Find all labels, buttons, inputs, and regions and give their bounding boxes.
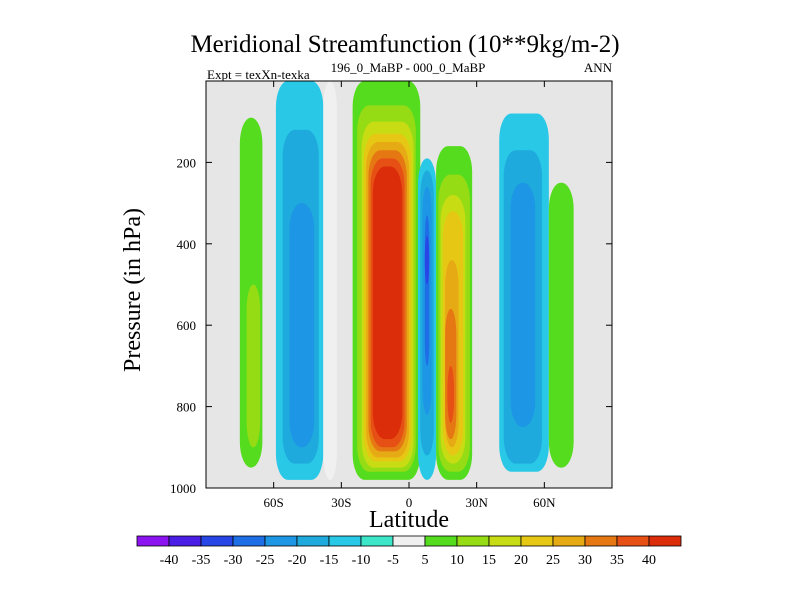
x-tick-label: 30S [331, 495, 351, 510]
y-axis-label: Pressure (in hPa) [120, 208, 146, 372]
y-tick-label: 800 [177, 400, 197, 415]
colorbar-swatch [616, 535, 650, 547]
y-tick-label: 400 [177, 237, 197, 252]
colorbar-swatch [200, 535, 234, 547]
contour-region [424, 235, 430, 285]
contour-region [246, 284, 261, 448]
x-axis-label: Latitude [369, 507, 449, 533]
contour-region [510, 182, 536, 427]
contour-region [372, 166, 403, 440]
colorbar-swatch [328, 535, 362, 547]
colorbar-label: 5 [422, 553, 429, 568]
colorbar-label: 15 [482, 553, 496, 568]
colorbar-label: -10 [352, 553, 371, 568]
contour-region [323, 81, 337, 480]
colorbar-swatch [232, 535, 266, 547]
colorbar-label: 20 [514, 553, 528, 568]
x-tick-label: 30N [465, 495, 488, 510]
colorbar-swatch [520, 535, 554, 547]
colorbar: -40 -35 -30 -25 -20 -15 -10 -5 5 10 15 20 25 30 35 40 [136, 535, 682, 568]
colorbar-label: -5 [387, 553, 399, 568]
colorbar-swatch [648, 535, 682, 547]
colorbar-swatch [456, 535, 490, 547]
colorbar-label: -25 [256, 553, 275, 568]
x-tick-label: 60N [533, 495, 556, 510]
x-axis-ticks: 60S 30S 0 30N 60N [264, 81, 556, 510]
colorbar-label: 30 [578, 553, 592, 568]
period-label: 196_0_MaBP - 000_0_MaBP [331, 60, 486, 75]
colorbar-label: 35 [610, 553, 624, 568]
colorbar-swatch [488, 535, 522, 547]
colorbar-label: -20 [288, 553, 307, 568]
y-axis-ticks: 200 400 600 800 1000 [170, 155, 612, 496]
contour-region [289, 203, 315, 448]
colorbar-label: -40 [160, 553, 179, 568]
contour-fill-layer [239, 81, 574, 480]
colorbar-label: -30 [224, 553, 243, 568]
colorbar-swatch [264, 535, 298, 547]
colorbar-label: 10 [450, 553, 464, 568]
colorbar-swatch [360, 535, 394, 547]
experiment-label: Expt = texXn-texka [207, 67, 310, 82]
colorbar-swatch [296, 535, 330, 547]
contour-region [447, 365, 455, 423]
contour-region [548, 182, 574, 468]
y-tick-label: 1000 [170, 481, 196, 496]
y-tick-label: 200 [177, 155, 197, 170]
colorbar-swatch [424, 535, 458, 547]
colorbar-swatch [392, 535, 426, 547]
y-tick-label: 600 [177, 318, 197, 333]
season-label: ANN [584, 60, 613, 75]
chart-title: Meridional Streamfunction (10**9kg/m-2) [190, 31, 619, 58]
colorbar-label: -35 [192, 553, 211, 568]
x-tick-label: 60S [264, 495, 284, 510]
colorbar-swatch [584, 535, 618, 547]
colorbar-label: 40 [642, 553, 656, 568]
colorbar-label: -15 [320, 553, 339, 568]
colorbar-swatch [136, 535, 170, 547]
colorbar-label: 25 [546, 553, 560, 568]
x-tick-label: 0 [406, 495, 413, 510]
colorbar-swatch [168, 535, 202, 547]
colorbar-swatch [552, 535, 586, 547]
